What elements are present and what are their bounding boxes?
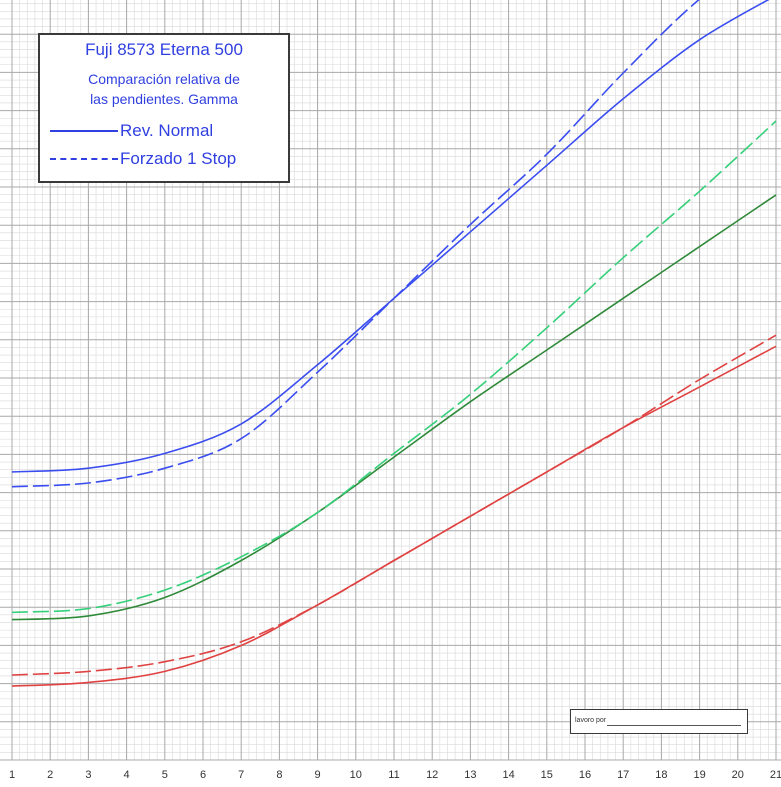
legend-title: Fuji 8573 Eterna 500 bbox=[85, 40, 243, 59]
x-tick-label: 9 bbox=[315, 769, 321, 781]
x-tick-label: 8 bbox=[276, 769, 282, 781]
x-tick-label: 5 bbox=[162, 769, 168, 781]
x-tick-label: 3 bbox=[85, 769, 91, 781]
legend-label-normal: Rev. Normal bbox=[120, 121, 214, 140]
signature-box: lavoro por bbox=[570, 709, 748, 734]
x-tick-label: 19 bbox=[693, 769, 705, 781]
x-tick-label: 6 bbox=[200, 769, 206, 781]
x-tick-label: 18 bbox=[655, 769, 667, 781]
series-line-5 bbox=[11, 334, 777, 676]
legend-entry-normal: Rev. Normal bbox=[50, 119, 213, 143]
x-tick-label: 11 bbox=[388, 769, 399, 781]
legend-subtitle-line1: Comparación relativa de bbox=[88, 71, 240, 87]
legend-subtitle-line2: las pendientes. Gamma bbox=[90, 91, 238, 107]
legend-label-forced: Forzado 1 Stop bbox=[120, 149, 237, 168]
x-tick-label: 21 bbox=[770, 769, 781, 781]
series-line-3 bbox=[11, 120, 777, 614]
x-tick-label: 1 bbox=[9, 769, 15, 781]
x-tick-label: 13 bbox=[464, 769, 476, 781]
x-tick-label: 4 bbox=[124, 769, 130, 781]
legend-swatch-dashed bbox=[50, 158, 118, 160]
series-line-1 bbox=[11, 0, 700, 488]
x-tick-label: 17 bbox=[617, 769, 629, 781]
minor-grid bbox=[0, 0, 781, 760]
series-layer bbox=[11, 0, 777, 687]
x-tick-label: 20 bbox=[732, 769, 744, 781]
x-tick-label: 2 bbox=[47, 769, 53, 781]
x-tick-label: 16 bbox=[579, 769, 591, 781]
x-tick-label: 10 bbox=[350, 769, 362, 781]
x-tick-label: 14 bbox=[502, 769, 514, 781]
legend-swatch-solid bbox=[50, 130, 118, 132]
series-line-2 bbox=[11, 194, 777, 621]
signature-line bbox=[607, 725, 741, 726]
x-tick-labels: 1 2 3 4 5 6 7 8 9 10 11 12 13 14 15 16 17 18 19 20 21 bbox=[9, 769, 781, 781]
legend: Fuji 8573 Eterna 500 Comparación relativ… bbox=[38, 33, 290, 183]
x-tick-label: 15 bbox=[541, 769, 553, 781]
signature-label: lavoro por bbox=[575, 717, 607, 724]
legend-entry-forced: Forzado 1 Stop bbox=[50, 147, 236, 171]
x-tick-label: 7 bbox=[238, 769, 244, 781]
x-tick-label: 12 bbox=[426, 769, 438, 781]
